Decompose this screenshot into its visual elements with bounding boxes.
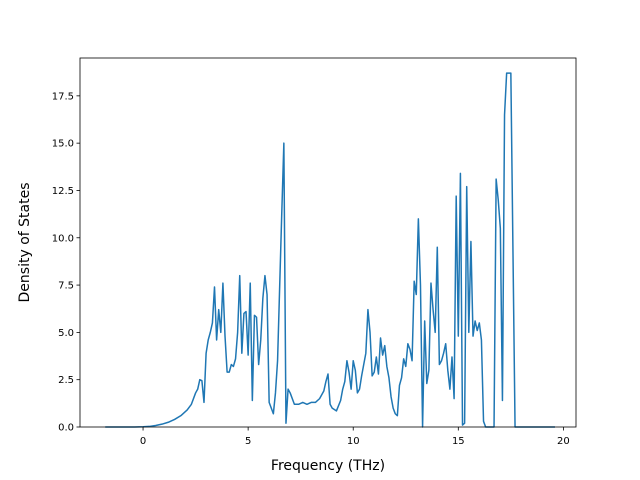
x-axis-label: Frequency (THz) (271, 458, 385, 474)
x-tick-label: 20 (557, 436, 570, 447)
dos-series-line (105, 72, 555, 428)
y-tick-label: 15.0 (52, 139, 74, 150)
series-layer (105, 72, 555, 428)
y-axis-label: Density of States (17, 183, 33, 303)
y-tick-label: 7.5 (58, 281, 74, 292)
y-axis: 0.0 2.5 5.0 7.5 10.0 12.5 15.0 17.5 (52, 91, 80, 434)
y-tick-label: 2.5 (58, 375, 74, 386)
x-axis: 0 5 10 15 20 (140, 427, 570, 447)
x-tick-label: 5 (245, 436, 251, 447)
plot-frame (79, 57, 577, 428)
y-tick-label: 17.5 (52, 91, 74, 102)
y-tick-label: 10.0 (52, 233, 74, 244)
y-tick-label: 12.5 (52, 186, 74, 197)
plot-area-background (80, 58, 576, 427)
y-tick-label: 0.0 (58, 423, 74, 434)
x-tick-label: 0 (140, 436, 146, 447)
x-tick-label: 10 (347, 436, 360, 447)
x-tick-label: 15 (452, 436, 465, 447)
y-tick-label: 5.0 (58, 328, 74, 339)
